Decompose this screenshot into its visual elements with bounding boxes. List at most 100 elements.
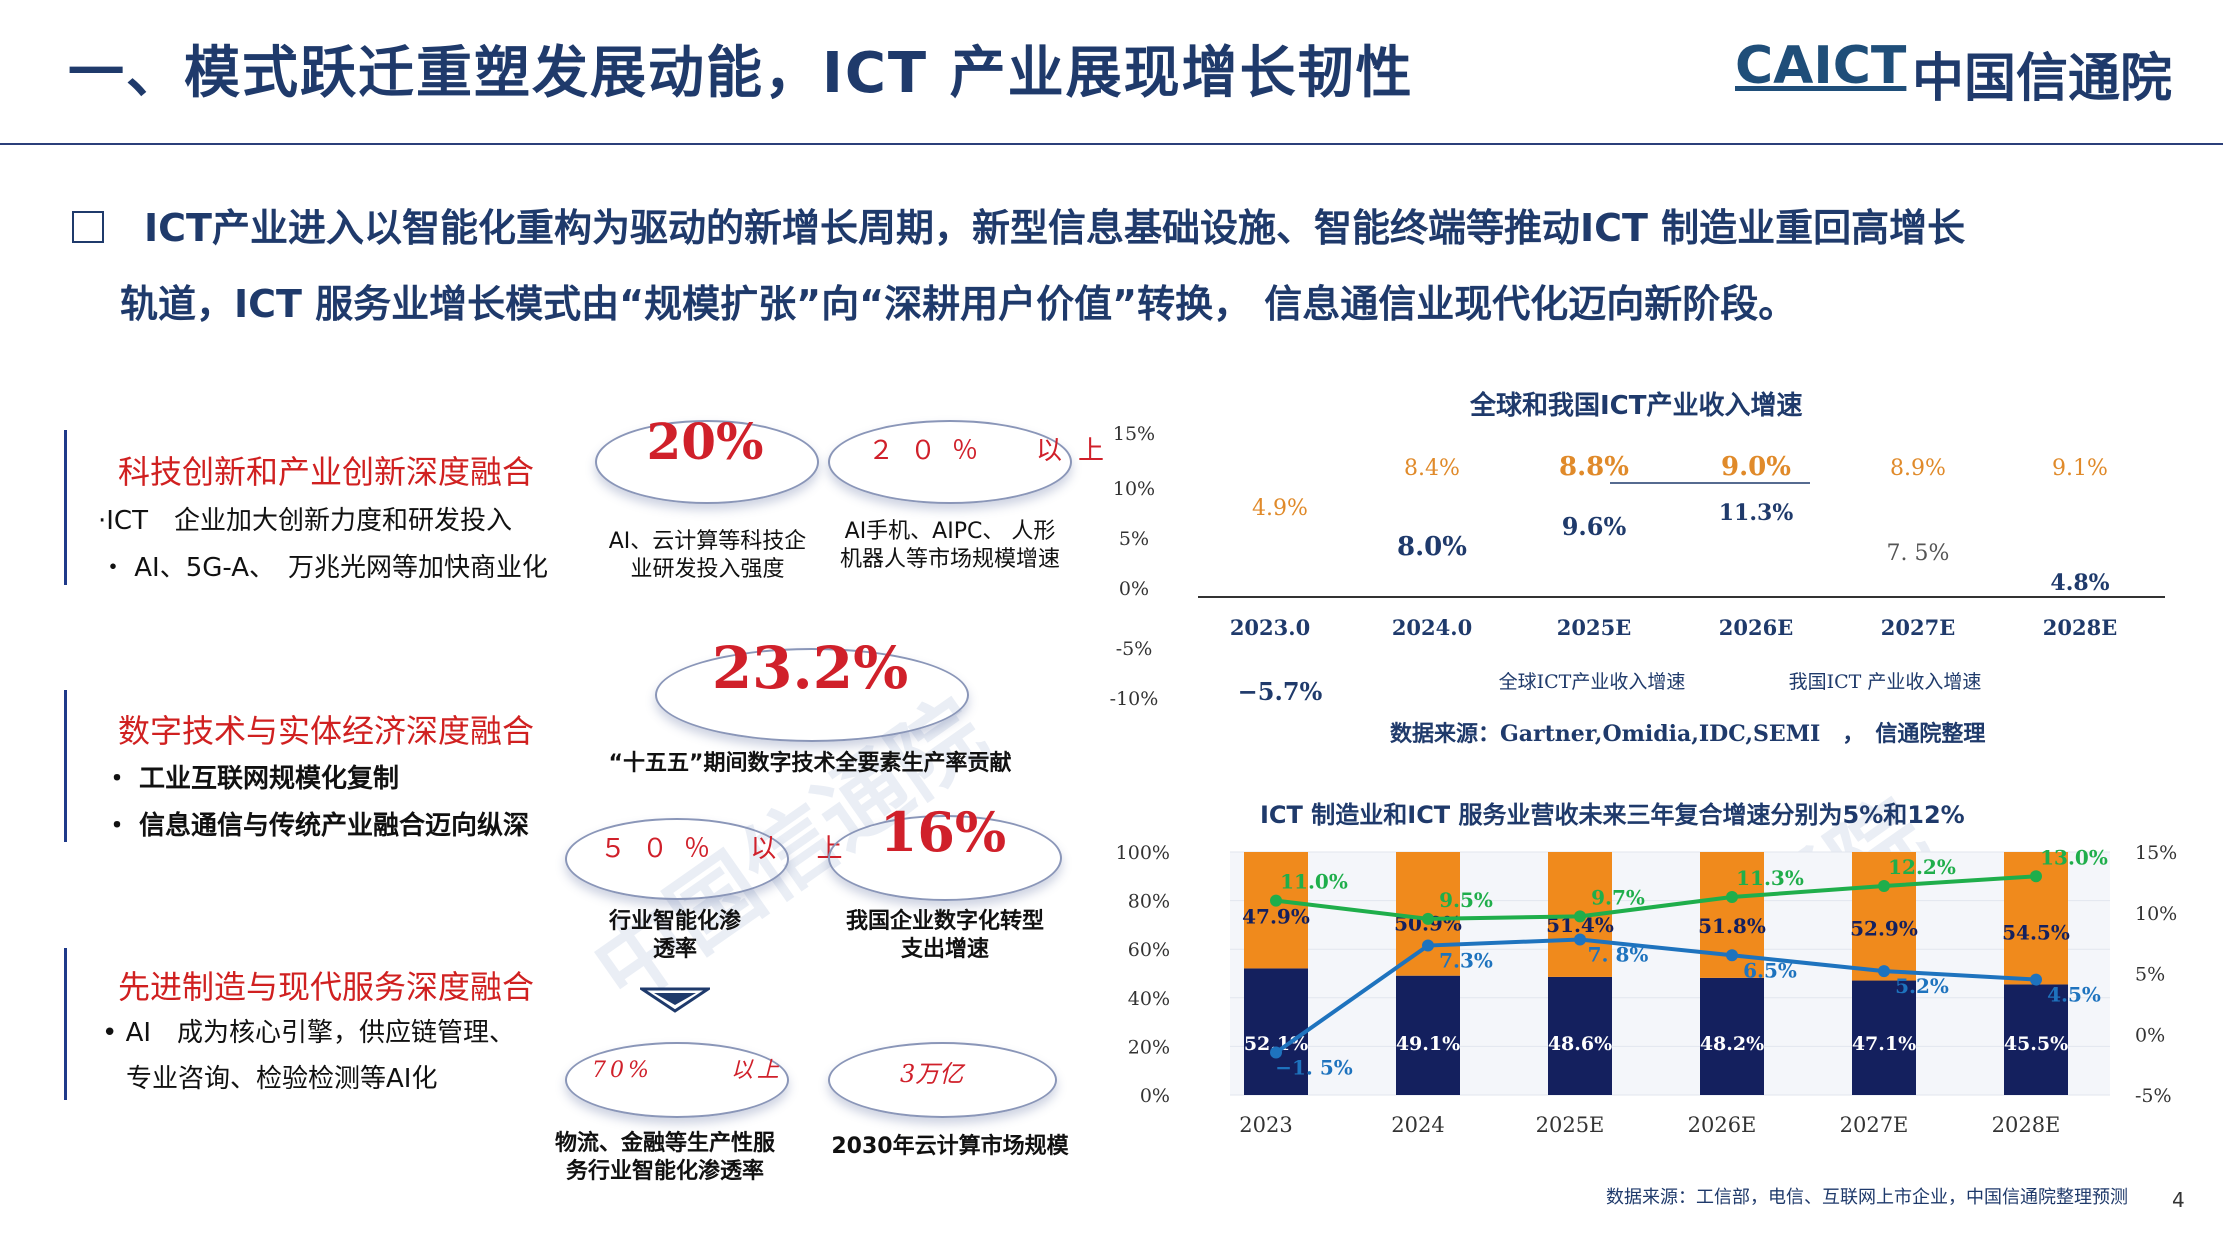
chart2-services-growth-point — [1726, 890, 1738, 903]
chart2-manufacturing-growth-line — [1274, 937, 2037, 1055]
chart2-services-growth-label: 9.5% — [1439, 888, 1493, 912]
section-divider-1 — [64, 430, 67, 585]
chart1-title: 全球和我国ICT产业收入增速 — [1470, 391, 1803, 421]
chart2-left-tick: 80% — [1128, 891, 1170, 913]
chart2-services-growth-label: 13.0% — [2040, 845, 2108, 869]
chart2-bar-label: 45.5% — [2004, 1033, 2068, 1055]
chart2-right-tick: 15% — [2135, 842, 2177, 864]
chart1-y-tick: -10% — [1110, 688, 1158, 710]
chart2-bar-services — [1852, 852, 1916, 981]
chart1-legend-global: 全球ICT产业收入增速 — [1499, 671, 1686, 693]
chart2-right-tick: -5% — [2135, 1085, 2172, 1107]
chart2-bar-manufacturing — [1700, 977, 1764, 1095]
checkbox-icon — [72, 211, 104, 243]
section-item: ・ 工业互联网规模化复制 — [104, 764, 400, 794]
chart1-global-label: 9.0% — [1721, 452, 1791, 482]
chart2-manufacturing-growth-point — [2030, 973, 2042, 986]
metric-value: ２０％ 以上 — [868, 436, 1121, 466]
chart2-manufacturing-growth-point — [1574, 933, 1586, 946]
chart2-right-tick: 0% — [2135, 1024, 2165, 1046]
chart2-bar-label: 52.9% — [1850, 917, 1918, 941]
chart1-x-tick: 2023.0 — [1230, 615, 1310, 640]
metric-value: 16% — [879, 800, 1007, 864]
chart1-x-tick: 2028E — [2043, 615, 2117, 640]
chart2-manufacturing-growth-label: 6.5% — [1743, 958, 1797, 982]
chart2-bar-manufacturing — [2004, 984, 2068, 1095]
page-title: 一、模式跃迁重塑发展动能，ICT 产业展现增长韧性 — [68, 41, 1414, 106]
chart2-services-growth-point — [1422, 912, 1434, 925]
chart1-y-tick: 5% — [1119, 528, 1149, 550]
chart2-left-tick: 100% — [1116, 842, 1170, 864]
chart2-services-growth-point — [1878, 880, 1890, 893]
section-item: ・ AI、5G-A、 万兆光网等加快商业化 — [100, 553, 549, 583]
chart1-x-tick: 2026E — [1719, 615, 1793, 640]
metric-value: 70% 以上 — [592, 1058, 783, 1083]
chart1-growth-table: 15% 10% 5% 0% -5% -10% 2023.0 2024.0 2025E 2026E 2… — [1110, 423, 2165, 710]
chart2-manufacturing-growth-label: 7.3% — [1439, 949, 1493, 973]
chart2-combo: 100% 80% 60% 40% 20% 0% 15% 10% 5% 0% -5% 52.1% 47.9… — [1116, 842, 2178, 1137]
chart2-title: ICT 制造业和ICT 服务业营收未来三年复合增速分别为5%和12% — [1260, 801, 1965, 829]
chart1-global-label: 4.9% — [1252, 496, 1308, 521]
chart2-manufacturing-growth-label: −1. 5% — [1275, 1055, 1353, 1079]
chart2-plot-bg — [1230, 852, 2110, 1095]
chart1-global-label: 8.8% — [1559, 452, 1629, 482]
chart1-y-tick: 0% — [1119, 578, 1149, 600]
metric-ring — [595, 420, 819, 504]
section-divider-2 — [64, 690, 67, 842]
chart2-services-growth-label: 9.7% — [1591, 885, 1645, 909]
chart2-right-tick: 5% — [2135, 964, 2165, 986]
chart2-left-tick: 0% — [1140, 1085, 1170, 1107]
metric-value: 3万亿 — [900, 1060, 964, 1088]
page-number: 4 — [2172, 1188, 2185, 1212]
lead-line-2: 轨道，ICT 服务业增长模式由“规模扩张”向“深耕用户价值”转换， 信息通信业现… — [120, 282, 1797, 326]
chart2-services-growth-label: 11.0% — [1280, 870, 1348, 894]
chart2-services-growth-label: 12.2% — [1888, 855, 1956, 879]
chart2-x-tick: 2024 — [1391, 1113, 1444, 1137]
chart1-global-label: 9.1% — [2052, 456, 2108, 481]
section-title-1: 科技创新和产业创新深度融合 — [118, 453, 535, 491]
metric-ring — [828, 1042, 1057, 1118]
brand-logo-en: CAICT — [1735, 36, 1907, 96]
metric-caption: 我国企业数字化转型支出增速 — [845, 909, 1044, 962]
chart2-bar-services — [1244, 852, 1308, 969]
chart2-bar-label: 48.6% — [1548, 1033, 1612, 1055]
chart1-china-label: −5.7% — [1238, 677, 1323, 706]
metric-value: 20% — [646, 412, 764, 471]
chart1-legend-china: 我国ICT 产业收入增速 — [1789, 671, 1982, 693]
chart2-bar-manufacturing — [1852, 980, 1916, 1095]
chart2-right-tick: 10% — [2135, 903, 2177, 925]
chart2-manufacturing-growth-point — [1726, 949, 1738, 962]
lead-line-1: ICT产业进入以智能化重构为驱动的新增长周期，新型信息基础设施、智能终端等推动I… — [144, 206, 1966, 250]
chart2-bar-label: 47.9% — [1242, 904, 1310, 928]
chart1-y-tick: 15% — [1113, 423, 1155, 445]
chart2-bar-manufacturing — [1548, 976, 1612, 1095]
chart2-bar-manufacturing — [1244, 968, 1308, 1095]
chart2-x-tick: 2027E — [1840, 1113, 1909, 1137]
lead-paragraph: ICT产业进入以智能化重构为驱动的新增长周期，新型信息基础设施、智能终端等推动I… — [72, 190, 2132, 342]
chart2-manufacturing-growth-point — [1878, 965, 1890, 978]
section-item: • AI 成为核心引擎，供应链管理、 — [102, 1018, 516, 1048]
chart2-x-tick: 2025E — [1536, 1113, 1605, 1137]
chart2-services-growth-point — [2030, 870, 2042, 883]
chart2-manufacturing-growth-label: 4.5% — [2047, 983, 2101, 1007]
chart1-y-tick: -5% — [1116, 638, 1153, 660]
section-item: ・ 信息通信与传统产业融合迈向纵深 — [104, 811, 530, 841]
down-arrow-icon — [640, 987, 710, 1013]
chart1-china-label: 9.6% — [1562, 512, 1627, 541]
section-item: ·ICT 企业加大创新力度和研发投入 — [98, 506, 512, 536]
section-title-3: 先进制造与现代服务深度融合 — [118, 968, 535, 1006]
chart1-global-label: 8.9% — [1890, 456, 1946, 481]
chart2-services-growth-label: 11.3% — [1736, 866, 1804, 890]
section-title-2: 数字技术与实体经济深度融合 — [118, 712, 535, 750]
chart1-china-label: 7. 5% — [1887, 541, 1950, 566]
chart1-y-tick: 10% — [1113, 478, 1155, 500]
chart1-china-label: 11.3% — [1719, 500, 1794, 526]
chart2-left-tick: 60% — [1128, 939, 1170, 961]
header-divider — [0, 143, 2223, 145]
chart2-services-growth-line — [1275, 874, 2037, 921]
metric-value: ５０％ 以 上 — [600, 834, 859, 864]
chart2-bar-label: 47.1% — [1852, 1033, 1916, 1055]
chart2-bar-label: 52.1% — [1244, 1033, 1308, 1055]
chart2-bar-manufacturing — [1396, 975, 1460, 1095]
metric-caption: “十五五”期间数字技术全要素生产率贡献 — [608, 751, 1012, 776]
